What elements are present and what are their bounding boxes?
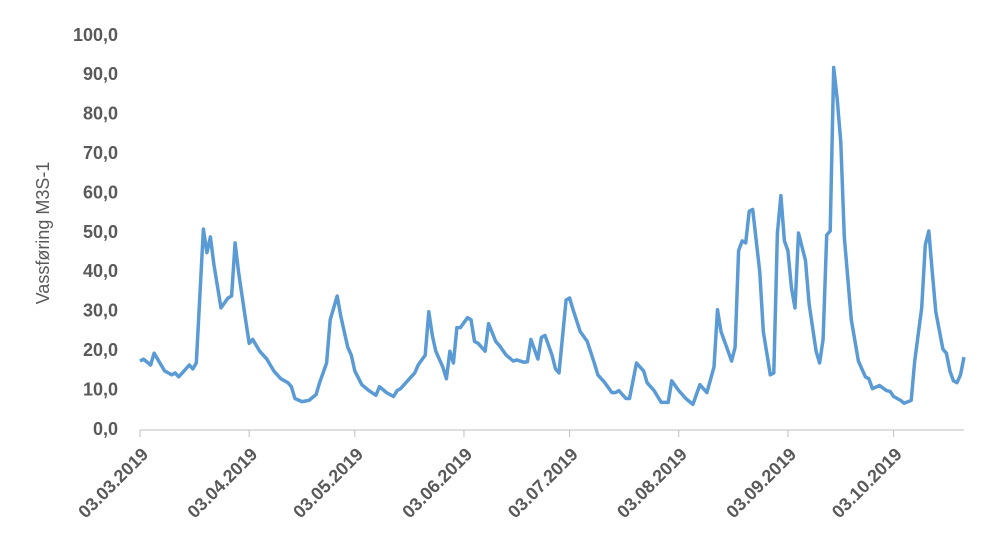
- y-tick-label: 100,0: [73, 25, 118, 45]
- y-tick-label: 10,0: [83, 379, 118, 399]
- y-tick-label: 60,0: [83, 182, 118, 202]
- x-tick-label: 03.08.2019: [613, 444, 691, 522]
- x-tick-label: 03.03.2019: [74, 444, 152, 522]
- x-tick-label: 03.07.2019: [504, 444, 582, 522]
- x-tick-label: 03.05.2019: [289, 444, 367, 522]
- y-tick-label: 40,0: [83, 261, 118, 281]
- y-tick-label: 50,0: [83, 222, 118, 242]
- x-tick-label: 03.06.2019: [398, 444, 476, 522]
- y-axis-label: Vassføring M3S-1: [33, 162, 53, 305]
- y-tick-label: 90,0: [83, 64, 118, 84]
- y-tick-label: 30,0: [83, 301, 118, 321]
- y-tick-label: 80,0: [83, 104, 118, 124]
- y-tick-label: 20,0: [83, 340, 118, 360]
- x-tick-label: 03.04.2019: [184, 444, 262, 522]
- data-line: [139, 65, 966, 407]
- x-tick-label: 03.09.2019: [722, 444, 800, 522]
- x-tick-label: 03.10.2019: [828, 444, 906, 522]
- y-tick-label: 0,0: [93, 419, 118, 439]
- y-tick-label: 70,0: [83, 143, 118, 163]
